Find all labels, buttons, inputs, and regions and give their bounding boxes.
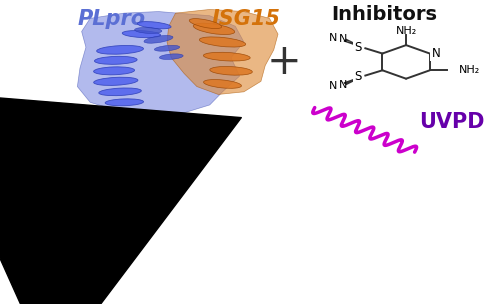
PathPatch shape xyxy=(167,9,278,95)
Ellipse shape xyxy=(96,46,144,54)
Text: N: N xyxy=(328,33,337,43)
Ellipse shape xyxy=(138,22,171,29)
Ellipse shape xyxy=(134,27,162,33)
Ellipse shape xyxy=(194,23,234,35)
Ellipse shape xyxy=(204,52,250,61)
Text: Inhibitors: Inhibitors xyxy=(331,5,437,24)
Text: NH₂: NH₂ xyxy=(459,65,480,75)
Ellipse shape xyxy=(210,67,252,75)
Text: N: N xyxy=(339,80,347,90)
Text: cyano: cyano xyxy=(346,41,351,42)
Text: S: S xyxy=(354,70,362,83)
Ellipse shape xyxy=(94,77,138,85)
Ellipse shape xyxy=(99,88,142,96)
Text: PLpro: PLpro xyxy=(78,9,146,29)
Text: N: N xyxy=(432,47,440,60)
Ellipse shape xyxy=(122,31,160,38)
Text: N: N xyxy=(339,34,347,44)
Ellipse shape xyxy=(105,99,144,106)
Ellipse shape xyxy=(160,54,183,60)
Text: +: + xyxy=(266,41,302,83)
Ellipse shape xyxy=(190,19,222,29)
Text: S: S xyxy=(354,41,362,54)
Ellipse shape xyxy=(94,56,137,64)
Text: N: N xyxy=(328,81,337,91)
Text: ISG15: ISG15 xyxy=(212,9,280,29)
Ellipse shape xyxy=(200,37,246,47)
Text: NH₂: NH₂ xyxy=(396,26,416,36)
Ellipse shape xyxy=(204,80,242,88)
Text: UVPD: UVPD xyxy=(419,112,484,132)
Ellipse shape xyxy=(144,36,173,43)
Text: vT ESI: vT ESI xyxy=(78,124,144,143)
Ellipse shape xyxy=(94,67,134,75)
PathPatch shape xyxy=(78,12,244,116)
Ellipse shape xyxy=(154,45,180,51)
